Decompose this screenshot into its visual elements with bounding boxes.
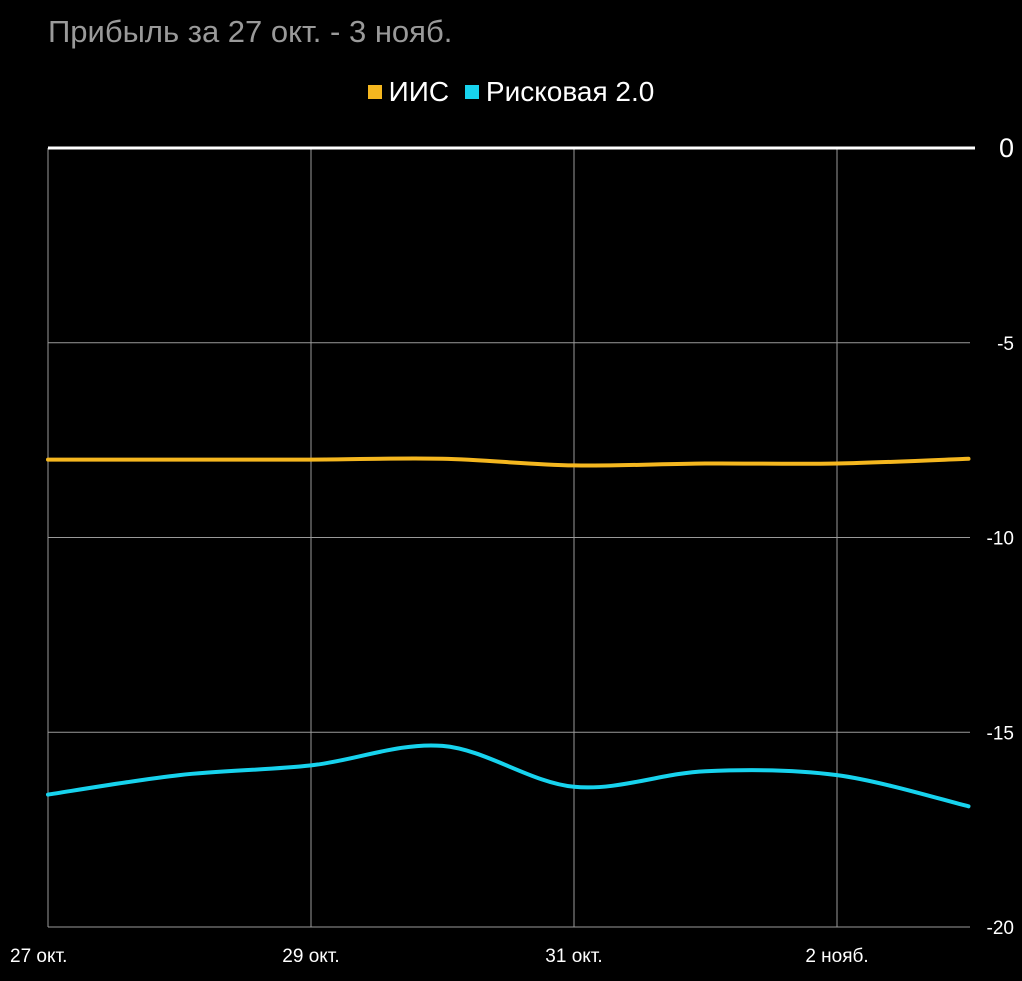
x-tick-label: 31 окт. [545,946,602,967]
y-tick-label: 0 [999,133,1014,163]
legend-item-riskovaya[interactable]: Рисковая 2.0 [464,76,655,108]
chart-legend: ИИС Рисковая 2.0 [0,76,1022,108]
x-tick-label: 27 окт. [10,946,67,967]
legend-swatch-riskovaya [464,85,479,99]
legend-label-riskovaya: Рисковая 2.0 [485,76,655,107]
series-line-riskovaya [46,743,971,809]
x-tick-label: 29 окт. [282,946,339,967]
y-tick-label: -5 [997,334,1014,355]
y-tick-label: -20 [987,918,1014,939]
x-tick-label: 2 нояб. [805,946,868,967]
series-line-iis [46,456,971,468]
legend-label-iis: ИИС [388,76,450,107]
y-tick-label: -15 [987,723,1014,744]
legend-swatch-iis [367,85,382,99]
chart-title: Прибыль за 27 окт. - 3 нояб. [48,14,453,49]
y-tick-label: -10 [987,529,1014,550]
legend-item-iis[interactable]: ИИС [367,76,450,108]
